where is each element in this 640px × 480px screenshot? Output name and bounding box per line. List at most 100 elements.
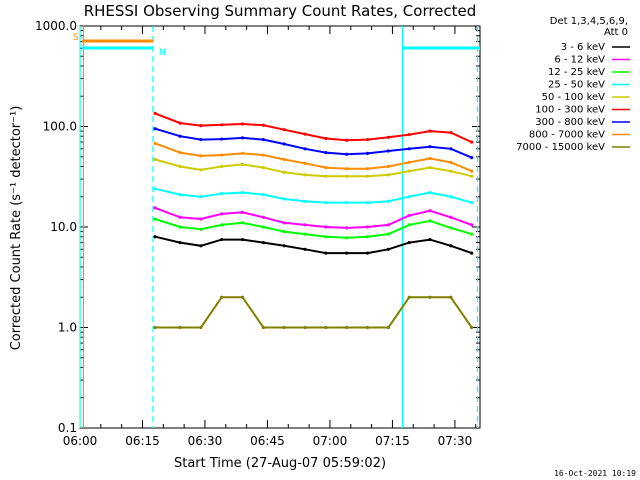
series-line [154, 235, 473, 255]
data-point [428, 129, 432, 133]
data-point [240, 122, 245, 126]
data-point [303, 147, 307, 151]
data-point [470, 232, 474, 236]
series-line [154, 206, 473, 229]
data-point [345, 200, 349, 205]
x-tick-label: 07:00 [313, 434, 348, 448]
x-tick-label: 06:00 [63, 434, 98, 448]
data-point [153, 217, 157, 221]
y-tick-label: 1.0 [58, 321, 77, 335]
data-point [303, 173, 307, 177]
legend-entry-label: 100 - 300 keV [535, 105, 605, 116]
data-point [365, 325, 370, 330]
data-point [449, 244, 453, 248]
data-point [324, 225, 328, 229]
data-point [470, 251, 474, 255]
data-point [220, 295, 224, 299]
data-point [470, 174, 474, 178]
data-point [220, 137, 224, 141]
data-point [470, 223, 474, 227]
data-point [261, 215, 265, 219]
data-point [470, 325, 474, 330]
series-line [154, 187, 472, 204]
legend-header: Att 0 [604, 27, 628, 38]
data-point [240, 162, 245, 166]
data-point [178, 134, 182, 138]
data-point [178, 164, 182, 169]
data-point [153, 157, 157, 162]
data-point [153, 141, 157, 145]
data-point [345, 152, 349, 156]
data-point [386, 164, 390, 169]
data-point [428, 219, 432, 223]
legend-entry-label: 25 - 50 keV [548, 80, 605, 91]
data-point [240, 190, 245, 195]
data-point [449, 130, 453, 135]
data-point [199, 124, 203, 128]
data-point [365, 174, 370, 178]
data-point [386, 199, 390, 203]
data-point [178, 225, 182, 229]
data-point [428, 209, 432, 213]
data-point [153, 127, 157, 131]
data-point [324, 251, 328, 255]
data-point [303, 132, 307, 136]
plot-layer: 1000.0 100.0 10.0 1.0 0.106:00 06:15 06:30 06:4… [35, 19, 481, 448]
data-point [282, 229, 286, 234]
data-point [407, 147, 411, 151]
data-point [261, 123, 265, 127]
data-point [386, 173, 390, 177]
data-point [407, 169, 411, 173]
data-point [199, 138, 203, 142]
x-tick-label: 06:45 [250, 434, 285, 448]
data-point [407, 160, 411, 164]
data-point [449, 215, 453, 219]
data-point [178, 240, 182, 245]
data-point [407, 223, 411, 227]
legend-entry-label: 7000 - 15000 keV [516, 142, 605, 153]
data-point [470, 156, 474, 160]
data-point [282, 157, 286, 162]
data-point [365, 138, 370, 142]
data-point [407, 213, 411, 218]
legend-header: Det 1,3,4,5,6,9, [550, 16, 628, 27]
data-point [428, 237, 432, 242]
legend-entry-label: 12 - 25 keV [548, 67, 605, 78]
data-point [407, 195, 411, 199]
data-point [153, 206, 157, 210]
series-line [155, 296, 473, 329]
data-point [199, 154, 203, 158]
data-point [303, 223, 307, 227]
data-point [324, 136, 328, 141]
data-point [199, 227, 203, 231]
data-point [428, 165, 432, 170]
data-point [345, 251, 349, 255]
data-point [282, 170, 286, 174]
data-point [303, 325, 307, 330]
data-point [365, 251, 370, 255]
data-point [261, 193, 265, 197]
data-point [220, 212, 224, 216]
x-axis-label: Start Time (27-Aug-07 05:59:02) [174, 456, 386, 471]
y-tick-label: 1000.0 [35, 19, 77, 33]
data-point [261, 153, 265, 157]
data-point [428, 190, 432, 195]
data-point [345, 226, 349, 230]
x-tick-label: 06:15 [125, 434, 160, 448]
y-tick-label: 100.0 [43, 120, 77, 134]
data-point [178, 215, 182, 219]
data-point [365, 200, 370, 205]
data-point [199, 168, 203, 172]
data-point [153, 235, 157, 239]
data-point [386, 223, 390, 227]
data-point [324, 165, 328, 170]
data-point [220, 223, 224, 227]
data-point [449, 160, 453, 164]
footer-timestamp: 16-Oct-2021 10:19 [554, 469, 636, 478]
data-point [449, 169, 453, 173]
data-point [449, 295, 453, 299]
data-point [324, 174, 328, 178]
flag-label: S [73, 33, 79, 43]
